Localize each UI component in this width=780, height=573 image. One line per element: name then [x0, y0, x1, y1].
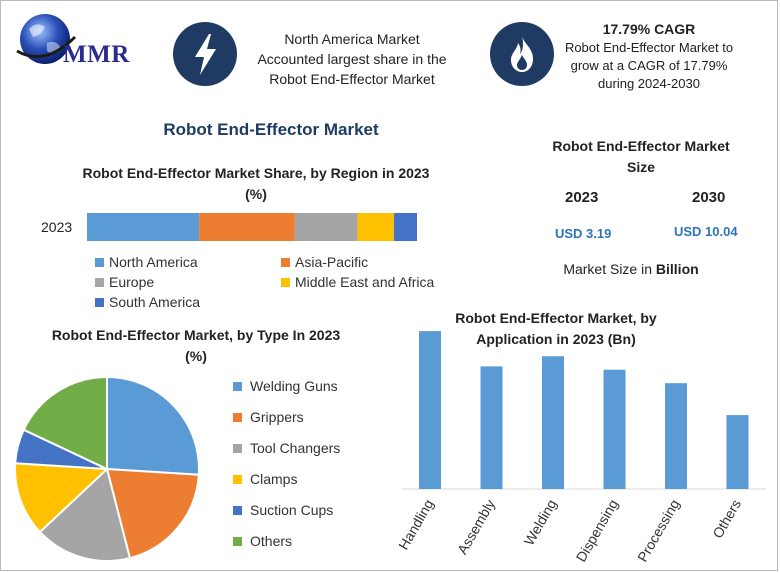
- type-pie-chart: [14, 375, 200, 562]
- region-bar-segment-south-america: [393, 213, 417, 241]
- type-legend-item-grippers: Grippers: [233, 409, 304, 425]
- region-chart-title: Robot End-Effector Market Share, by Regi…: [82, 165, 430, 202]
- cagr-title: 17.79% CAGR: [602, 21, 696, 37]
- region-legend-item-south-america: South America: [95, 294, 200, 310]
- legend-label: Welding Guns: [250, 378, 338, 394]
- region-bar-segment-middle-east-and-africa: [357, 213, 394, 241]
- app-bar-handling: [419, 331, 441, 489]
- legend-label: Grippers: [250, 409, 304, 425]
- region-bar-segment-europe: [294, 213, 358, 241]
- legend-label: Asia-Pacific: [295, 254, 369, 270]
- legend-label: Middle East and Africa: [295, 274, 435, 290]
- pie-slice-tool-changers: [38, 467, 132, 562]
- legend-swatch: [233, 381, 242, 391]
- legend-swatch: [233, 474, 242, 484]
- app-bar-others: [726, 415, 749, 489]
- app-bar-processing: [665, 383, 687, 489]
- flame-icon: [490, 22, 554, 86]
- app-bar-welding: [542, 356, 564, 489]
- market-size-unit-prefix: Market Size in: [563, 261, 656, 277]
- market-size-value-2023: USD 3.19: [555, 226, 612, 241]
- region-legend-item-middle-east-and-africa: Middle East and Africa: [281, 274, 434, 290]
- type-legend-item-clamps: Clamps: [233, 471, 297, 487]
- legend-label: Clamps: [250, 471, 298, 487]
- legend-label: South America: [109, 294, 201, 310]
- cagr-line-3: during 2024-2030: [598, 76, 700, 91]
- app-bar-assembly: [480, 366, 503, 489]
- app-bar-dispensing: [603, 369, 626, 489]
- region-note-line-2: Accounted largest share in the: [257, 51, 447, 67]
- legend-swatch: [233, 412, 242, 422]
- application-bar-chart: Handling Assembly Welding Dispensing Process…: [395, 331, 766, 565]
- application-chart-title: Robot End-Effector Market, by Applicatio…: [455, 310, 657, 347]
- market-size-value-2030: USD 10.04: [674, 224, 738, 239]
- app-tick-label-processing: Processing: [634, 497, 682, 565]
- app-tick-label-dispensing: Dispensing: [573, 497, 621, 565]
- region-note: North America Market Accounted largest s…: [237, 29, 467, 89]
- region-legend-item-europe: Europe: [95, 274, 154, 290]
- legend-label: Suction Cups: [250, 502, 334, 518]
- region-category-label: 2023: [41, 219, 73, 235]
- market-size-unit: Market Size in Billion: [521, 261, 741, 277]
- market-size-title-line-2: Size: [626, 159, 655, 175]
- app-tick-label-welding: Welding: [521, 497, 560, 549]
- pie-slice-clamps: [14, 462, 110, 534]
- pie-slice-others: [22, 375, 108, 471]
- lightning-icon: [173, 22, 237, 86]
- cagr-line-2: grow at a CAGR of 17.79%: [570, 58, 728, 73]
- legend-swatch: [281, 277, 290, 287]
- region-legend-item-asia-pacific: Asia-Pacific: [281, 254, 368, 270]
- legend-label: Others: [250, 533, 293, 549]
- app-tick-label-assembly: Assembly: [454, 497, 498, 558]
- type-chart-title: Robot End-Effector Market, by Type In 20…: [51, 327, 341, 364]
- market-size-title-line-1: Robot End-Effector Market: [552, 138, 730, 154]
- market-size-year-2030: 2030: [692, 189, 726, 206]
- region-stacked-bar: [87, 213, 417, 241]
- type-legend-item-others: Others: [233, 533, 292, 549]
- region-note-line-1: North America Market: [284, 31, 420, 47]
- legend-swatch: [95, 257, 104, 267]
- legend-label: North America: [109, 254, 198, 270]
- region-note-line-3: Robot End-Effector Market: [269, 71, 435, 87]
- app-tick-label-handling: Handling: [395, 497, 436, 553]
- legend-swatch: [95, 277, 104, 287]
- legend-swatch: [233, 505, 242, 515]
- market-size-unit-bold: Billion: [655, 261, 699, 277]
- cagr-line-1: Robot End-Effector Market to: [564, 40, 734, 55]
- pie-slice-welding-guns: [106, 375, 200, 476]
- type-legend-item-suction-cups: Suction Cups: [233, 502, 333, 518]
- main-title: Robot End-Effector Market: [163, 120, 379, 139]
- legend-swatch: [233, 443, 242, 453]
- region-bar-segment-asia-pacific: [199, 213, 295, 241]
- pie-slice-grippers: [105, 467, 200, 560]
- logo-text: MMR: [63, 41, 130, 68]
- app-tick-label-others: Others: [709, 497, 744, 541]
- cagr-note: 17.79% CAGR Robot End-Effector Market to…: [549, 19, 749, 93]
- region-bar-segment-north-america: [87, 213, 200, 241]
- legend-swatch: [95, 297, 104, 307]
- legend-swatch: [233, 536, 242, 546]
- legend-label: Tool Changers: [250, 440, 341, 456]
- legend-label: Europe: [109, 274, 155, 290]
- type-legend-item-welding-guns: Welding Guns: [233, 378, 338, 394]
- legend-swatch: [281, 257, 290, 267]
- region-legend-item-north-america: North America: [95, 254, 198, 270]
- type-legend-item-tool-changers: Tool Changers: [233, 440, 340, 456]
- market-size-title: Robot End-Effector Market Size: [521, 136, 761, 178]
- market-size-year-2023: 2023: [565, 189, 599, 206]
- globe-logo-icon: [16, 14, 77, 64]
